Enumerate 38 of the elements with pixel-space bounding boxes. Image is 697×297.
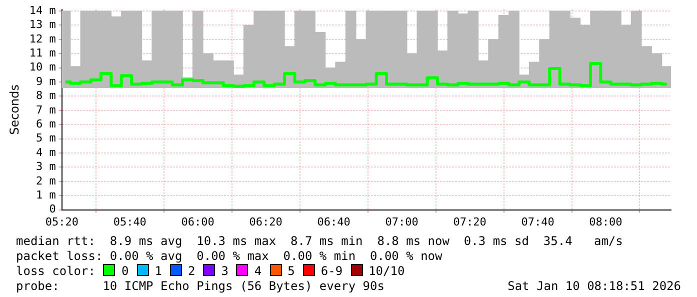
x-tick-label: 06:00 [181, 215, 214, 228]
y-tick-label: 5 m [36, 132, 56, 145]
y-tick-label: 7 m [36, 103, 56, 116]
y-tick-label: 0 [49, 202, 56, 216]
legend-label: 0 [121, 264, 129, 278]
x-tick-label: 08:00 [589, 215, 622, 228]
y-tick-label: 1 m [36, 188, 56, 202]
y-tick-label: 11 m [29, 46, 56, 60]
legend-title: loss color: [16, 264, 96, 278]
text: median rtt: 8.9 ms avg 10.3 ms max 8.7 ms min 8.8 ms now 0.3 ms sd 35.4 am/s [16, 234, 623, 248]
legend-label: 10/10 [368, 264, 405, 278]
y-tick-label: 6 m [36, 117, 56, 130]
y-axis-title: Seconds [7, 84, 22, 135]
text: packet loss: 0.00 % avg 0.00 % max 0.00 % min 0.00 % now [16, 249, 442, 263]
legend-label: 3 [221, 264, 228, 278]
legend-label: 2 [188, 264, 196, 278]
y-tick-label: 13 m [29, 18, 56, 32]
x-tick-label: 07:00 [385, 215, 418, 228]
y-tick-label: 10 m [29, 60, 56, 74]
y-tick-label: 12 m [29, 32, 56, 46]
x-tick-label: 06:40 [317, 215, 350, 228]
legend-label: 4 [254, 264, 262, 278]
x-tick-label: 05:20 [45, 215, 78, 228]
legend-label: 6-9 [320, 264, 343, 278]
legend-label: 1 [154, 264, 162, 278]
y-tick-label: 2 m [36, 174, 56, 188]
x-tick-label: 06:20 [249, 215, 282, 228]
y-tick-label: 9 m [36, 74, 56, 88]
legend-label: 5 [288, 264, 295, 278]
text: Sat Jan 10 08:18:51 2026 [508, 279, 681, 293]
x-tick-label: 07:40 [521, 215, 554, 228]
y-tick-label: 14 m [29, 4, 56, 17]
y-tick-label: 8 m [36, 89, 56, 102]
x-tick-label: 07:20 [453, 215, 486, 228]
x-tick-label: 05:40 [113, 215, 146, 228]
text: probe: 10 ICMP Echo Pings (56 Bytes) every 90s [16, 279, 384, 293]
y-tick-label: 3 m [36, 160, 56, 174]
y-tick-label: 4 m [36, 146, 56, 159]
